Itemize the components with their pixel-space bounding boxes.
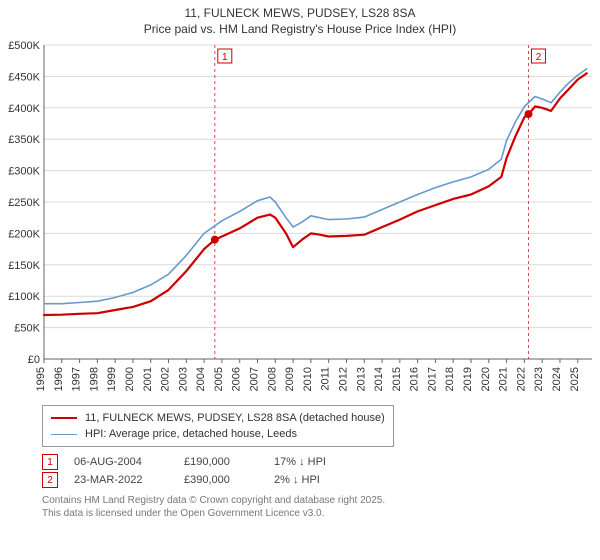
svg-text:2004: 2004 xyxy=(195,367,207,391)
marker-number: 2 xyxy=(42,472,58,488)
marker-number: 1 xyxy=(42,454,58,470)
svg-text:£150K: £150K xyxy=(8,260,40,272)
svg-text:1998: 1998 xyxy=(88,367,100,391)
svg-text:2005: 2005 xyxy=(213,367,225,391)
svg-text:2002: 2002 xyxy=(160,367,172,391)
svg-text:2016: 2016 xyxy=(409,367,421,391)
svg-text:2010: 2010 xyxy=(302,367,314,391)
svg-text:2000: 2000 xyxy=(124,367,136,391)
marker-table: 1 06-AUG-2004£190,00017% ↓ HPI 2 23-MAR-202… xyxy=(42,453,364,489)
svg-text:2023: 2023 xyxy=(533,367,545,391)
price-chart: £0 £50K £100K £150K £200K £250K £300K £350K £400… xyxy=(0,39,600,409)
svg-text:2009: 2009 xyxy=(284,367,296,391)
svg-text:2006: 2006 xyxy=(231,367,243,391)
svg-text:£200K: £200K xyxy=(8,229,40,241)
svg-text:1996: 1996 xyxy=(53,367,65,391)
legend-item: HPI: Average price, detached house, Leed… xyxy=(51,426,385,442)
svg-text:£0: £0 xyxy=(28,354,40,366)
marker-diff: 2% ↓ HPI xyxy=(274,474,364,486)
svg-text:£300K: £300K xyxy=(8,166,40,178)
svg-text:1999: 1999 xyxy=(106,367,118,391)
svg-text:£100K: £100K xyxy=(8,291,40,303)
svg-text:2025: 2025 xyxy=(569,367,581,391)
chart-legend: 11, FULNECK MEWS, PUDSEY, LS28 8SA (deta… xyxy=(42,405,394,447)
marker-diff: 17% ↓ HPI xyxy=(274,456,364,468)
svg-text:2015: 2015 xyxy=(391,367,403,391)
svg-text:2008: 2008 xyxy=(266,367,278,391)
marker-row: 2 23-MAR-2022£390,0002% ↓ HPI xyxy=(42,471,364,489)
legend-label: HPI: Average price, detached house, Leed… xyxy=(85,428,297,440)
footer-line2: This data is licensed under the Open Gov… xyxy=(42,508,385,521)
copyright-footer: Contains HM Land Registry data © Crown c… xyxy=(42,495,385,520)
title-subtitle: Price paid vs. HM Land Registry's House … xyxy=(0,22,600,38)
svg-text:2024: 2024 xyxy=(551,367,563,391)
svg-text:£500K: £500K xyxy=(8,40,40,52)
svg-text:£250K: £250K xyxy=(8,197,40,209)
svg-text:1995: 1995 xyxy=(35,367,47,391)
svg-text:2020: 2020 xyxy=(480,367,492,391)
svg-text:£50K: £50K xyxy=(14,323,40,335)
marker-date: 06-AUG-2004 xyxy=(74,456,184,468)
svg-text:2022: 2022 xyxy=(515,367,527,391)
svg-text:2001: 2001 xyxy=(142,367,154,391)
footer-line1: Contains HM Land Registry data © Crown c… xyxy=(42,495,385,508)
legend-swatch xyxy=(51,434,77,435)
title-address: 11, FULNECK MEWS, PUDSEY, LS28 8SA xyxy=(0,6,600,22)
svg-text:2014: 2014 xyxy=(373,367,385,391)
legend-item: 11, FULNECK MEWS, PUDSEY, LS28 8SA (deta… xyxy=(51,410,385,426)
svg-text:1: 1 xyxy=(222,52,228,63)
svg-text:2018: 2018 xyxy=(444,367,456,391)
svg-text:2011: 2011 xyxy=(320,367,332,391)
svg-text:£400K: £400K xyxy=(8,103,40,115)
svg-text:£350K: £350K xyxy=(8,134,40,146)
svg-text:2013: 2013 xyxy=(355,367,367,391)
svg-text:2003: 2003 xyxy=(177,367,189,391)
svg-text:2007: 2007 xyxy=(249,367,261,391)
svg-text:2012: 2012 xyxy=(337,367,349,391)
legend-label: 11, FULNECK MEWS, PUDSEY, LS28 8SA (deta… xyxy=(85,412,385,424)
svg-text:2: 2 xyxy=(536,52,542,63)
marker-date: 23-MAR-2022 xyxy=(74,474,184,486)
svg-text:2019: 2019 xyxy=(462,367,474,391)
marker-row: 1 06-AUG-2004£190,00017% ↓ HPI xyxy=(42,453,364,471)
legend-swatch xyxy=(51,417,77,419)
svg-text:2017: 2017 xyxy=(426,367,438,391)
marker-price: £190,000 xyxy=(184,456,274,468)
svg-text:£450K: £450K xyxy=(8,72,40,84)
chart-title: 11, FULNECK MEWS, PUDSEY, LS28 8SA Price… xyxy=(0,0,600,39)
marker-price: £390,000 xyxy=(184,474,274,486)
svg-text:2021: 2021 xyxy=(498,367,510,391)
svg-text:1997: 1997 xyxy=(71,367,83,391)
